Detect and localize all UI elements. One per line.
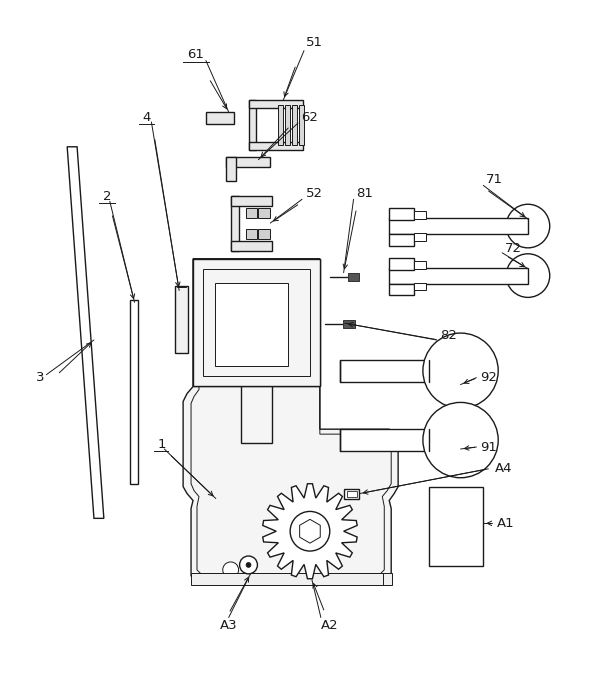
Text: 61: 61 xyxy=(188,48,205,61)
Text: 52: 52 xyxy=(306,187,323,200)
Text: 51: 51 xyxy=(306,36,323,49)
Bar xyxy=(231,241,272,251)
Circle shape xyxy=(223,562,239,578)
Bar xyxy=(130,301,138,483)
Bar xyxy=(193,259,320,386)
Circle shape xyxy=(239,556,258,574)
Bar xyxy=(193,259,320,386)
Circle shape xyxy=(290,511,329,551)
Bar xyxy=(348,273,359,281)
Bar xyxy=(213,281,290,364)
Bar xyxy=(429,487,484,566)
Bar xyxy=(299,105,304,145)
Bar xyxy=(248,142,303,150)
Bar xyxy=(215,282,288,366)
Bar xyxy=(215,282,288,362)
Bar xyxy=(231,197,239,251)
Text: 1: 1 xyxy=(157,437,166,451)
Circle shape xyxy=(246,562,251,567)
Bar xyxy=(278,105,283,145)
Text: A2: A2 xyxy=(321,619,339,632)
Circle shape xyxy=(506,254,550,297)
Bar xyxy=(231,197,272,206)
Bar xyxy=(241,386,272,443)
Bar xyxy=(245,229,258,239)
Bar xyxy=(226,156,270,167)
Bar xyxy=(248,100,256,150)
Text: A3: A3 xyxy=(220,619,238,632)
Polygon shape xyxy=(262,483,357,579)
Circle shape xyxy=(423,403,498,478)
Text: 2: 2 xyxy=(102,190,111,203)
Bar xyxy=(292,105,297,145)
Bar xyxy=(414,260,426,269)
Polygon shape xyxy=(183,259,398,583)
Polygon shape xyxy=(300,520,320,543)
Bar xyxy=(383,573,392,585)
Text: 92: 92 xyxy=(480,371,497,384)
Bar xyxy=(343,489,359,498)
Text: 72: 72 xyxy=(505,242,521,255)
Bar xyxy=(414,233,426,241)
Bar xyxy=(389,268,528,284)
Bar xyxy=(340,360,429,381)
Bar xyxy=(389,258,414,270)
Polygon shape xyxy=(67,147,104,518)
Bar xyxy=(226,156,236,182)
Bar xyxy=(347,490,356,496)
Text: A1: A1 xyxy=(498,517,515,530)
Text: 4: 4 xyxy=(143,111,150,124)
Bar xyxy=(206,112,234,124)
Bar xyxy=(389,208,414,220)
Bar xyxy=(414,211,426,219)
Text: 62: 62 xyxy=(301,111,319,124)
Text: 82: 82 xyxy=(440,328,457,341)
Bar xyxy=(389,218,528,234)
Bar xyxy=(258,208,270,218)
Bar xyxy=(175,286,188,353)
Bar xyxy=(203,269,310,375)
Text: A4: A4 xyxy=(495,462,512,475)
Text: 91: 91 xyxy=(480,441,497,454)
Bar xyxy=(340,429,429,451)
Text: 3: 3 xyxy=(36,371,44,384)
Circle shape xyxy=(506,204,550,248)
Text: 81: 81 xyxy=(356,187,373,200)
Bar xyxy=(191,573,386,585)
Bar xyxy=(414,282,426,290)
Bar xyxy=(343,320,354,328)
Bar xyxy=(285,105,290,145)
Bar xyxy=(389,234,414,246)
Circle shape xyxy=(423,333,498,409)
Bar xyxy=(389,284,414,295)
Bar xyxy=(248,100,303,108)
Bar xyxy=(203,269,310,375)
Bar xyxy=(258,229,270,239)
Text: 71: 71 xyxy=(486,173,503,186)
Bar xyxy=(245,208,258,218)
